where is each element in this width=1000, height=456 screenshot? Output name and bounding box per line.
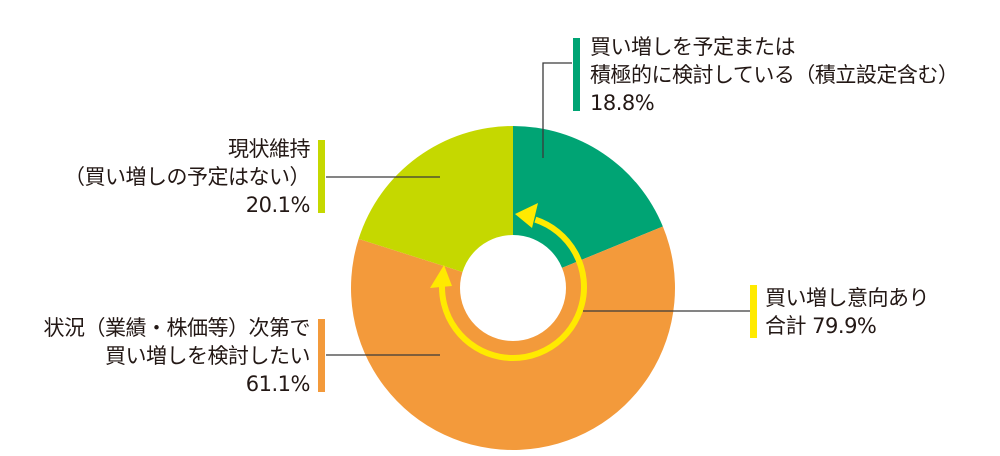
label-conditional-line2: 買い増しを検討したい bbox=[105, 344, 310, 368]
increase-intent-arrow-icon bbox=[430, 203, 587, 361]
label-conditional-line1: 状況（業績・株価等）次第で bbox=[43, 316, 311, 340]
legend-bar-maintain bbox=[318, 140, 325, 213]
label-total: 買い増し意向あり 合計 79.9% bbox=[765, 284, 930, 340]
donut-slice-2 bbox=[358, 126, 513, 288]
label-maintain-line2: （買い増しの予定はない） bbox=[64, 165, 311, 189]
label-total-line2: 合計 79.9% bbox=[765, 314, 877, 338]
label-planned-line2: 積極的に検討している（積立設定含む） bbox=[590, 63, 959, 87]
label-planned-value: 18.8% bbox=[590, 91, 655, 115]
legend-bar-planned bbox=[573, 38, 580, 111]
leader-line-planned bbox=[542, 62, 572, 158]
label-planned: 買い増しを予定または 積極的に検討している（積立設定含む） 18.8% bbox=[590, 33, 959, 117]
label-planned-line1: 買い増しを予定または bbox=[590, 35, 796, 59]
label-total-line1: 買い増し意向あり bbox=[765, 286, 930, 310]
leader-lines bbox=[326, 62, 750, 356]
legend-bar-total bbox=[750, 285, 757, 338]
label-maintain-line1: 現状維持 bbox=[228, 137, 311, 161]
legend-bar-conditional bbox=[318, 319, 325, 392]
donut-slice-0 bbox=[513, 126, 663, 288]
label-conditional-value: 61.1% bbox=[245, 372, 311, 396]
label-conditional: 状況（業績・株価等）次第で 買い増しを検討したい 61.1% bbox=[44, 314, 311, 398]
label-maintain: 現状維持 （買い増しの予定はない） 20.1% bbox=[64, 135, 311, 219]
donut-hole bbox=[460, 235, 566, 341]
label-maintain-value: 20.1% bbox=[245, 193, 311, 217]
